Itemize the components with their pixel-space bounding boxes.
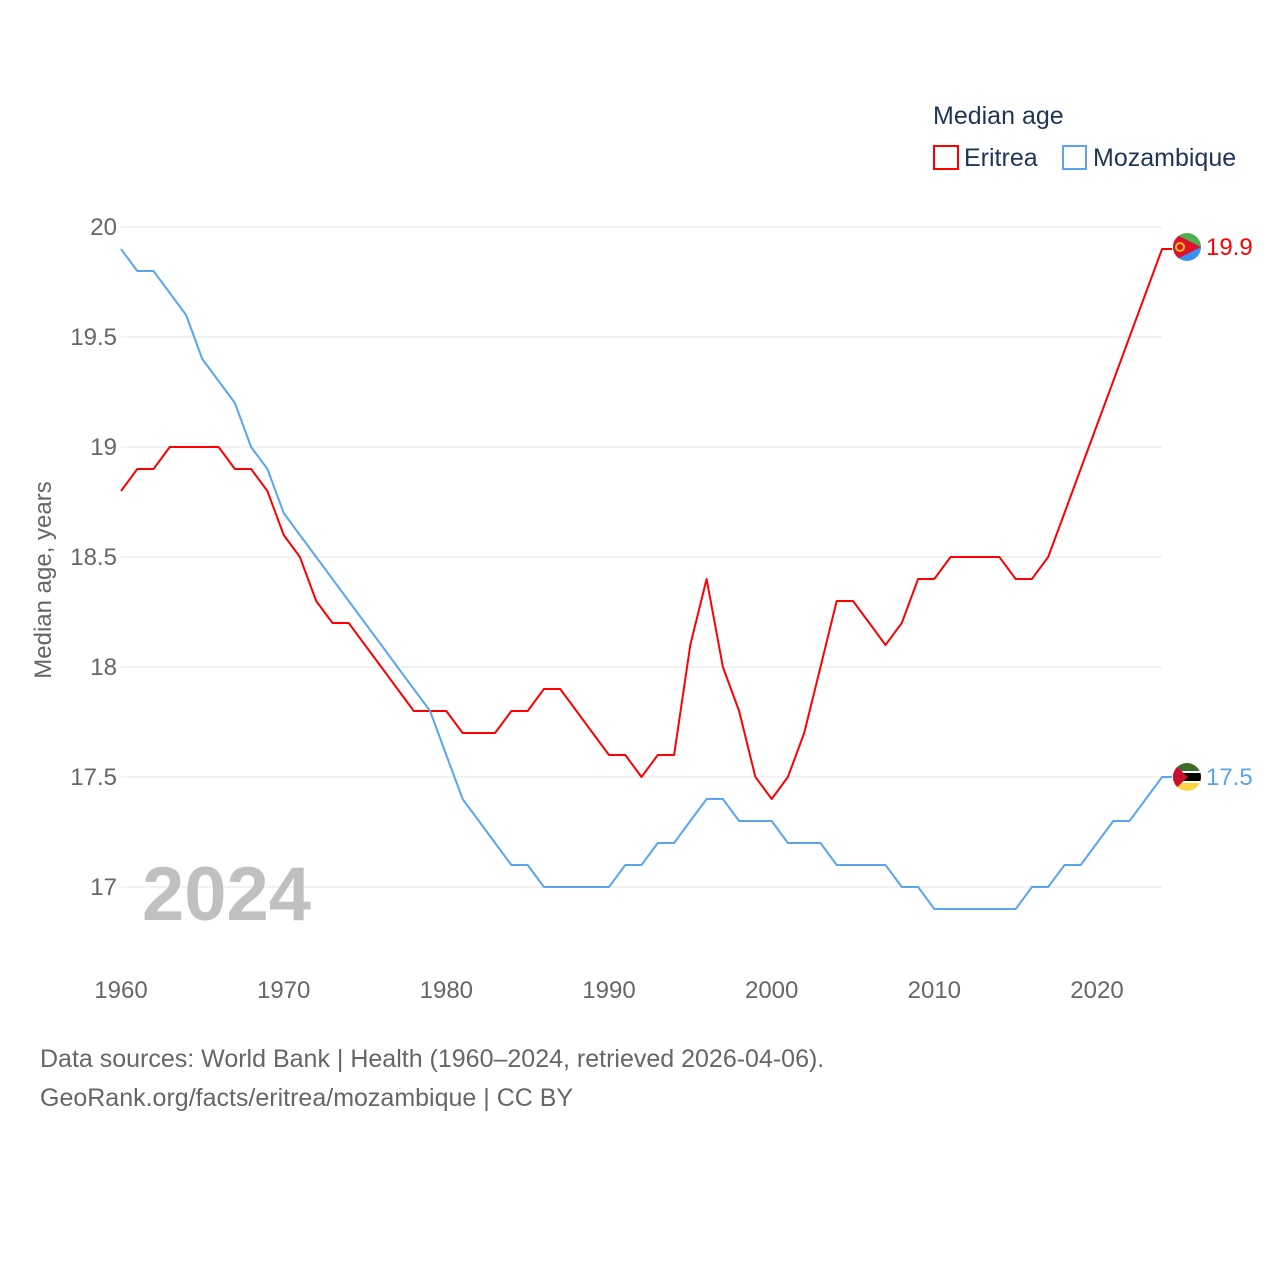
- data-sources: Data sources: World Bank | Health (1960–…: [40, 1045, 825, 1073]
- x-tick-label: 2010: [908, 977, 961, 1004]
- mozambique-flag-icon: [1173, 763, 1201, 791]
- x-tick-label: 1980: [420, 977, 473, 1004]
- y-tick-label: 20: [90, 214, 117, 241]
- end-label-mozambique: 17.5: [1206, 764, 1253, 791]
- year-watermark: 2024: [142, 852, 311, 937]
- y-tick-label: 19: [90, 434, 117, 461]
- x-tick-label: 2020: [1070, 977, 1123, 1004]
- legend-item-mozambique[interactable]: Mozambique: [1062, 144, 1236, 172]
- eritrea-flag-icon: [1173, 233, 1201, 261]
- x-tick-label: 2000: [745, 977, 798, 1004]
- legend-label-mozambique: Mozambique: [1093, 144, 1236, 172]
- x-tick-label: 1960: [94, 977, 147, 1004]
- y-tick-label: 17: [90, 874, 117, 901]
- y-axis-label: Median age, years: [30, 481, 57, 678]
- line-chart: 17 17.5 18 18.5 19 19.5 20 1960 1970 1980 1990 200…: [30, 102, 1253, 1004]
- end-label-eritrea: 19.9: [1206, 234, 1253, 261]
- x-tick-label: 1990: [582, 977, 635, 1004]
- legend-item-eritrea[interactable]: Eritrea: [933, 144, 1038, 172]
- y-tick-label: 19.5: [70, 324, 117, 351]
- x-tick-label: 1970: [257, 977, 310, 1004]
- y-tick-label: 18: [90, 654, 117, 681]
- legend-swatch-mozambique: [1062, 145, 1087, 170]
- y-tick-label: 17.5: [70, 764, 117, 791]
- series-line-eritrea[interactable]: [120, 248, 1173, 800]
- legend-swatch-eritrea: [933, 145, 959, 170]
- legend-label-eritrea: Eritrea: [964, 144, 1038, 172]
- legend: Median age Eritrea Mozambique: [933, 102, 1236, 172]
- y-tick-label: 18.5: [70, 544, 117, 571]
- credit-link[interactable]: GeoRank.org/facts/eritrea/mozambique | C…: [40, 1084, 574, 1112]
- series-line-mozambique[interactable]: [120, 248, 1173, 910]
- legend-title: Median age: [933, 102, 1064, 130]
